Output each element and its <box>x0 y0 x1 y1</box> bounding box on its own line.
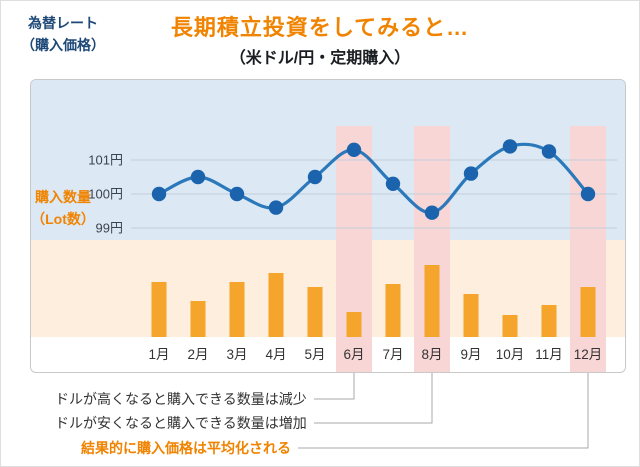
annotation-text: 結果的に購入価格は平均化される <box>81 440 291 456</box>
y-tick-label: 100円 <box>88 187 123 202</box>
x-tick-label: 9月 <box>460 347 481 362</box>
x-tick-label: 7月 <box>382 347 403 362</box>
bar-12月 <box>580 287 596 337</box>
x-tick-label: 6月 <box>343 347 364 362</box>
annotation-high-dollar: ドルが高くなると購入できる数量は減少 <box>55 390 307 408</box>
bar-3月 <box>229 282 245 337</box>
rate-point-11月 <box>541 144 557 159</box>
y-tick-label: 101円 <box>88 153 123 168</box>
bar-8月 <box>424 265 440 337</box>
chart-title: 長期積立投資をしてみると… <box>170 15 470 40</box>
y-tick-label: 99円 <box>96 221 123 236</box>
rate-point-9月 <box>463 166 479 181</box>
bar-2月 <box>190 301 206 337</box>
rate-point-2月 <box>190 169 206 185</box>
leader-line-6月 <box>314 373 355 400</box>
x-tick-label: 3月 <box>226 347 247 362</box>
leader-line-8月 <box>314 373 433 424</box>
x-tick-label: 12月 <box>574 347 603 362</box>
x-tick-label: 8月 <box>421 347 442 362</box>
bar-5月 <box>307 287 323 337</box>
annotation-text: ドルが安くなると購入できる数量は増加 <box>55 415 307 431</box>
chart-subtitle: （米ドル/円・定期購入） <box>229 50 411 67</box>
annotation-low-dollar: ドルが安くなると購入できる数量は増加 <box>55 414 307 432</box>
lot-axis-label: 購入数量 （Lot数） <box>31 189 95 227</box>
bar-4月 <box>268 273 284 337</box>
lot-panel-bg <box>31 240 625 337</box>
bar-7月 <box>385 284 401 337</box>
x-tick-label: 4月 <box>265 347 286 362</box>
x-tick-label: 11月 <box>535 347 563 362</box>
bar-1月 <box>151 282 167 337</box>
x-tick-label: 2月 <box>187 347 208 362</box>
x-tick-label: 1月 <box>148 347 169 362</box>
rate-point-6月 <box>346 142 362 157</box>
rate-point-7月 <box>385 176 401 191</box>
bar-11月 <box>541 305 557 337</box>
annotation-text: ドルが高くなると購入できる数量は減少 <box>55 391 307 407</box>
chart-frame: 101円 100円 99円 1月 2月 3月 4月 5月 6月 7月 8月 9月 10月 11月 12月 <box>30 79 626 373</box>
rate-point-12月 <box>580 186 596 202</box>
bar-10月 <box>502 315 518 337</box>
rate-point-8月 <box>424 205 440 220</box>
bar-6月 <box>346 312 362 337</box>
annotation-averaged-price: 結果的に購入価格は平均化される <box>81 439 291 457</box>
rate-point-10月 <box>502 139 518 154</box>
rate-point-4月 <box>268 200 284 215</box>
leader-line-12月 <box>298 373 589 449</box>
rate-point-3月 <box>229 186 245 202</box>
x-tick-label: 10月 <box>496 347 525 362</box>
bar-9月 <box>463 294 479 337</box>
chart-canvas: 101円 100円 99円 1月 2月 3月 4月 5月 6月 7月 8月 9月 10月 11月 12月 <box>31 80 625 372</box>
rate-axis-label: 為替レート （購入価格） <box>21 15 105 53</box>
x-tick-label: 5月 <box>304 347 325 362</box>
rate-point-5月 <box>307 169 323 185</box>
rate-point-1月 <box>151 186 167 202</box>
leader-lines <box>298 373 589 449</box>
